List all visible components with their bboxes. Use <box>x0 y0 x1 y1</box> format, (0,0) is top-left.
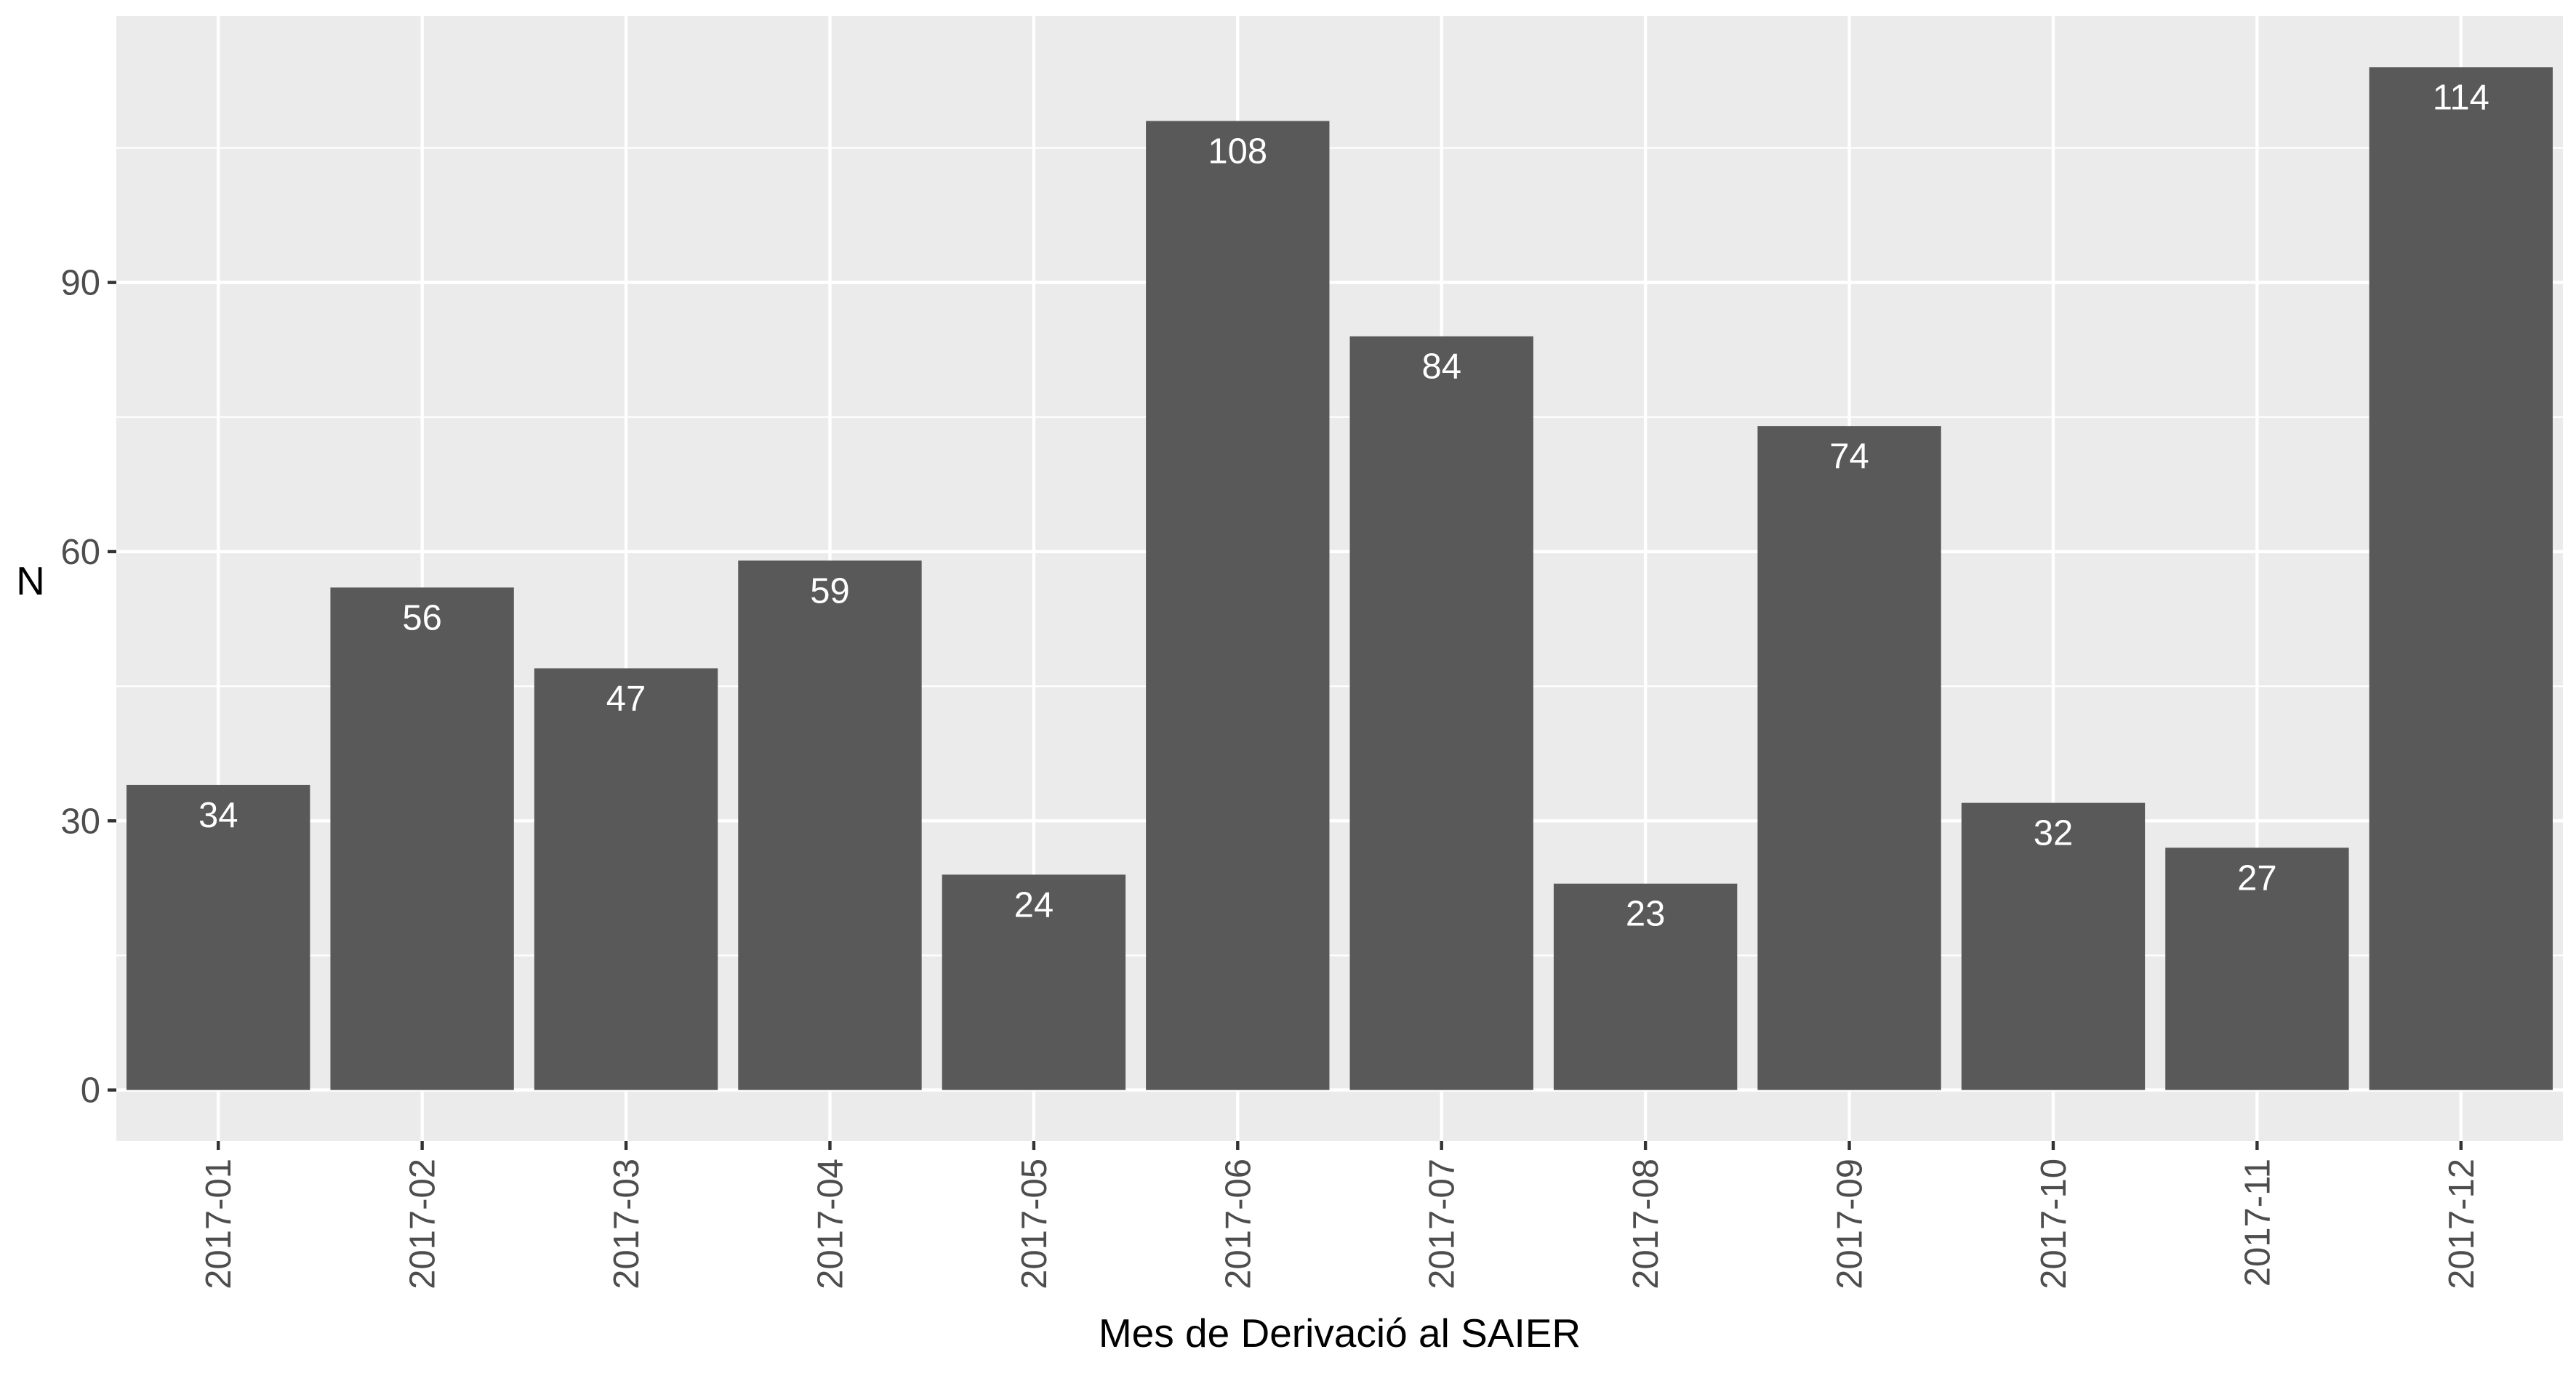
plot-panel <box>116 16 2563 1141</box>
bar-2017-07 <box>1349 336 1533 1090</box>
y-tick-label: 90 <box>60 264 100 303</box>
x-tick-label: 2017-01 <box>199 1159 238 1289</box>
bar-value-label: 23 <box>1626 895 1666 934</box>
bar-value-label: 59 <box>810 571 850 611</box>
x-tick-label: 2017-05 <box>1015 1159 1054 1289</box>
x-tick-label: 2017-02 <box>404 1159 443 1289</box>
x-axis-title: Mes de Derivació al SAIER <box>1099 1310 1581 1356</box>
y-tick-label: 0 <box>81 1071 100 1111</box>
bar-value-label: 84 <box>1421 347 1461 387</box>
y-tick-label: 30 <box>60 802 100 841</box>
bar-2017-02 <box>330 587 514 1090</box>
x-tick-label: 2017-11 <box>2238 1159 2277 1287</box>
x-tick-label: 2017-03 <box>607 1159 646 1289</box>
y-tick-label: 60 <box>60 533 100 572</box>
bar-2017-10 <box>1961 802 2146 1090</box>
x-tick-label: 2017-06 <box>1219 1159 1258 1289</box>
x-axis: 2017-01 2017-02 2017-03 2017-04 2017-05 2017-… <box>199 1141 2481 1289</box>
bar-2017-01 <box>127 784 310 1090</box>
bar-value-label: 24 <box>1014 885 1054 925</box>
bar-value-labels: 34 56 47 59 24 108 84 23 74 32 27 114 <box>198 78 2489 933</box>
bar-value-label: 34 <box>198 796 238 835</box>
x-tick-label: 2017-08 <box>1626 1159 1666 1289</box>
x-tick-label: 2017-12 <box>2442 1159 2481 1289</box>
bar-2017-12 <box>2369 67 2553 1090</box>
bar-value-label: 108 <box>1208 132 1267 171</box>
x-tick-label: 2017-04 <box>811 1159 850 1289</box>
bar-value-label: 27 <box>2237 858 2277 898</box>
bar-2017-11 <box>2165 847 2349 1090</box>
bar-value-label: 56 <box>402 598 442 637</box>
bar-value-label: 114 <box>2433 78 2489 117</box>
bar-value-label: 47 <box>606 679 646 718</box>
bar-value-label: 74 <box>1829 437 1869 476</box>
x-tick-label: 2017-07 <box>1423 1159 1462 1289</box>
bar-2017-08 <box>1553 883 1738 1090</box>
bar-value-label: 32 <box>2034 814 2074 853</box>
bar-2017-03 <box>534 668 718 1090</box>
bar-2017-04 <box>738 560 922 1090</box>
x-tick-label: 2017-09 <box>1831 1159 1870 1289</box>
bars <box>127 67 2553 1090</box>
x-tick-label: 2017-10 <box>2034 1159 2074 1289</box>
bar-2017-05 <box>942 874 1126 1090</box>
y-axis-title: N <box>16 558 45 603</box>
bar-2017-06 <box>1146 121 1330 1090</box>
y-axis: 0 30 60 90 <box>60 264 116 1111</box>
bar-2017-09 <box>1757 426 1941 1090</box>
